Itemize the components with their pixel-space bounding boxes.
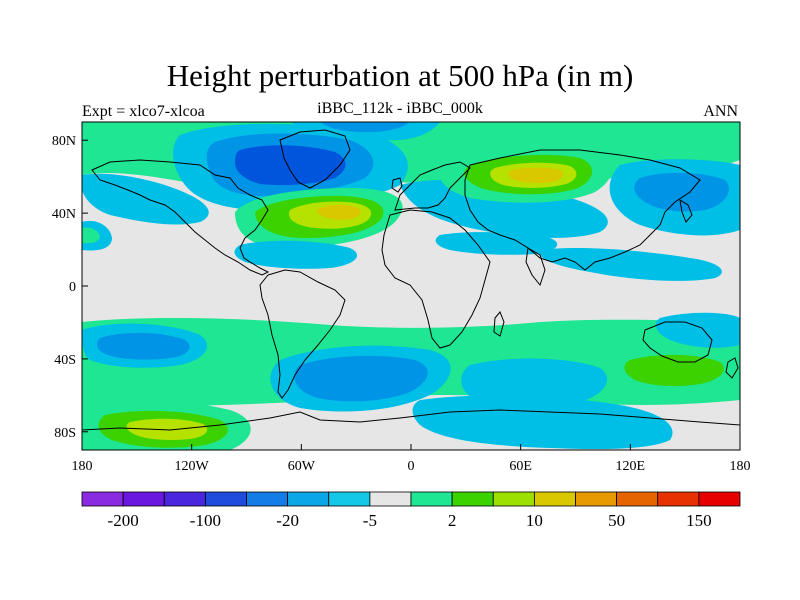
asia-coast	[464, 149, 701, 271]
south-america-coast	[259, 269, 346, 399]
lon-tick-label: 120W	[175, 459, 210, 474]
colorbar-swatch	[369, 491, 412, 507]
colorbar-swatch	[533, 491, 576, 507]
lat-tick-label: 80S	[54, 426, 76, 441]
new-zealand-coast	[725, 357, 739, 379]
season-label: ANN	[703, 103, 738, 120]
antarctica-coast	[82, 409, 740, 431]
plot-title: Height perturbation at 500 hPa (in m)	[166, 58, 634, 93]
colorbar-label: -100	[190, 511, 221, 530]
contour-neg-south-pacific-2	[97, 332, 190, 360]
uk-coast	[391, 177, 403, 193]
north-america-coast	[91, 159, 270, 276]
lon-tick-label: 120E	[616, 459, 646, 474]
contour-neg-south-atlantic-2	[294, 355, 428, 402]
contour-neg-pacific-north-2	[634, 172, 729, 212]
coastlines	[82, 129, 740, 431]
colorbar-swatch	[657, 491, 700, 507]
colorbar-swatch	[410, 491, 453, 507]
contour-pos-atlantic-4	[317, 205, 361, 220]
europe-coast	[394, 161, 471, 211]
lat-tick-label: 40S	[54, 353, 76, 368]
colorbar-swatch	[81, 491, 124, 507]
contour-fills	[82, 122, 740, 450]
contour-pos-westpac	[82, 227, 100, 244]
greenland-coast	[279, 129, 351, 189]
australia-coast	[642, 321, 713, 363]
contour-neg-arctic-top	[320, 122, 410, 133]
contour-neg-tropic-africa	[435, 232, 558, 255]
india-coast	[525, 247, 546, 287]
lon-tick-label: 180	[730, 459, 751, 474]
lon-tick-label: 60W	[288, 459, 316, 474]
colorbar-label: 150	[686, 511, 712, 530]
contour-pos-south-east	[624, 354, 724, 387]
lon-tick-label: 180	[72, 459, 93, 474]
lon-tick-label: 0	[408, 459, 415, 474]
contour-neg-australia	[655, 312, 740, 348]
lat-tick-label: 0	[69, 280, 76, 295]
colorbar-swatch	[163, 491, 206, 507]
colorbar-label: -20	[276, 511, 299, 530]
contour-neg-northpac-east	[82, 173, 209, 225]
japan-coast	[679, 198, 693, 223]
colorbar-swatch	[328, 491, 371, 507]
colorbar-swatch	[698, 491, 741, 507]
colorbar-swatch	[122, 491, 165, 507]
colorbar-label: -5	[363, 511, 377, 530]
latitude-ticks: 80N 40N 0 40S 80S	[52, 134, 88, 441]
contour-pos-asia-4	[508, 167, 564, 184]
madagascar-coast	[493, 311, 505, 337]
lat-tick-label: 80N	[52, 134, 76, 149]
colorbar-label: 2	[448, 511, 457, 530]
colorbar-swatch	[246, 491, 289, 507]
colorbar-label: -200	[108, 511, 139, 530]
colorbar-swatch	[575, 491, 618, 507]
colorbar: -200 -100 -20 -5 2 10 50 150	[81, 491, 741, 530]
longitude-ticks: 180 120W 60W 0 60E 120E 180	[72, 444, 751, 474]
colorbar-swatch	[451, 491, 494, 507]
colorbar-swatch	[616, 491, 659, 507]
map-panel: 180 120W 60W 0 60E 120E 180 80N 40N 0 40S 80S	[52, 121, 751, 474]
lon-tick-label: 60E	[509, 459, 532, 474]
colorbar-swatch	[204, 491, 247, 507]
case-label: iBBC_112k - iBBC_000k	[317, 100, 483, 117]
experiment-label: Expt = xlco7-xlcoa	[82, 103, 205, 120]
contour-neg-indian-north	[539, 247, 722, 281]
contour-neg-midlat-west	[234, 240, 358, 269]
colorbar-label: 10	[526, 511, 543, 530]
colorbar-swatch	[492, 491, 535, 507]
contour-neg-antarctic-east	[412, 395, 673, 450]
africa-coast	[381, 209, 491, 349]
lat-tick-label: 40N	[52, 207, 76, 222]
colorbar-label: 50	[608, 511, 625, 530]
colorbar-swatch	[287, 491, 330, 507]
contour-neg-greenland-3	[235, 145, 346, 186]
